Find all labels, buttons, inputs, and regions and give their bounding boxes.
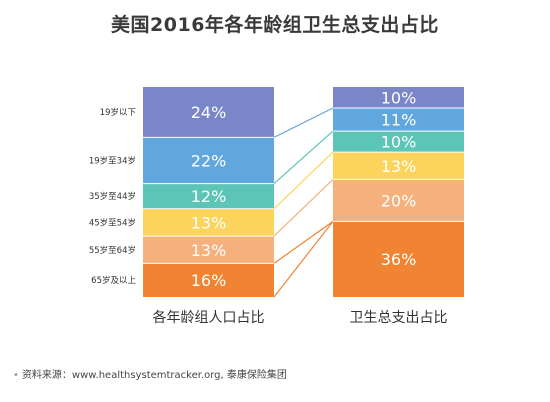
data-label: 22% xyxy=(191,152,227,171)
connector-line xyxy=(273,221,334,298)
bar-segment-population-3 xyxy=(143,208,274,237)
data-label: 16% xyxy=(191,271,227,290)
category-label: 45岁至54岁 xyxy=(89,217,136,228)
bar-segment-population-2 xyxy=(143,183,274,209)
data-label: 12% xyxy=(191,187,227,206)
bar-segment-population-4 xyxy=(143,236,274,264)
bar-segment-spending-1 xyxy=(333,108,464,132)
category-label: 35岁至44岁 xyxy=(89,191,136,202)
data-label: 24% xyxy=(191,103,227,122)
source-text: 资料来源：www.healthsystemtracker.org, 泰康保险集团 xyxy=(21,370,287,381)
connector-line xyxy=(273,151,334,210)
data-label: 10% xyxy=(381,133,417,152)
bar-segment-spending-4 xyxy=(333,179,464,222)
data-label: 20% xyxy=(381,191,417,210)
category-label: 65岁及以上 xyxy=(91,275,136,286)
category-label: 19岁至34岁 xyxy=(89,156,136,167)
connector-line xyxy=(273,220,334,264)
data-label: 10% xyxy=(381,89,417,108)
connector-line xyxy=(273,178,334,237)
category-label: 19岁以下 xyxy=(100,107,137,118)
series-label: 卫生总支出占比 xyxy=(350,310,448,326)
connector-line xyxy=(273,107,334,138)
data-label: 13% xyxy=(191,213,227,232)
series-label: 各年龄组人口占比 xyxy=(153,310,265,326)
bar-segment-spending-0 xyxy=(333,87,464,108)
data-label: 11% xyxy=(381,111,417,130)
bar-segment-population-5 xyxy=(143,263,274,297)
connector-line xyxy=(273,130,334,185)
connector-lines xyxy=(273,107,334,298)
data-label: 13% xyxy=(191,241,227,260)
series-labels: 各年龄组人口占比 卫生总支出占比 xyxy=(153,310,448,326)
category-label: 55岁至64岁 xyxy=(89,245,136,256)
bar-segment-spending-5 xyxy=(333,221,464,297)
bar-segment-spending-3 xyxy=(333,152,464,180)
source-note: • 资料来源：www.healthsystemtracker.org, 泰康保险集… xyxy=(13,366,287,381)
data-label: 36% xyxy=(381,250,417,269)
data-labels: 24% 22% 12% 13% 13% 16% 10% 11% 10% 13% 20% 36% xyxy=(191,89,417,291)
bullet-icon: • xyxy=(13,370,19,381)
bar-segment-population-0 xyxy=(143,87,274,138)
category-labels: 19岁以下 19岁至34岁 35岁至44岁 45岁至54岁 55岁至64岁 65岁及以上 xyxy=(89,107,137,286)
bars xyxy=(143,87,464,297)
chart-title: 美国2016年各年龄组卫生总支出占比 xyxy=(111,14,439,36)
bar-segment-spending-2 xyxy=(333,131,464,153)
bar-segment-population-1 xyxy=(143,137,274,184)
data-label: 13% xyxy=(381,157,417,176)
